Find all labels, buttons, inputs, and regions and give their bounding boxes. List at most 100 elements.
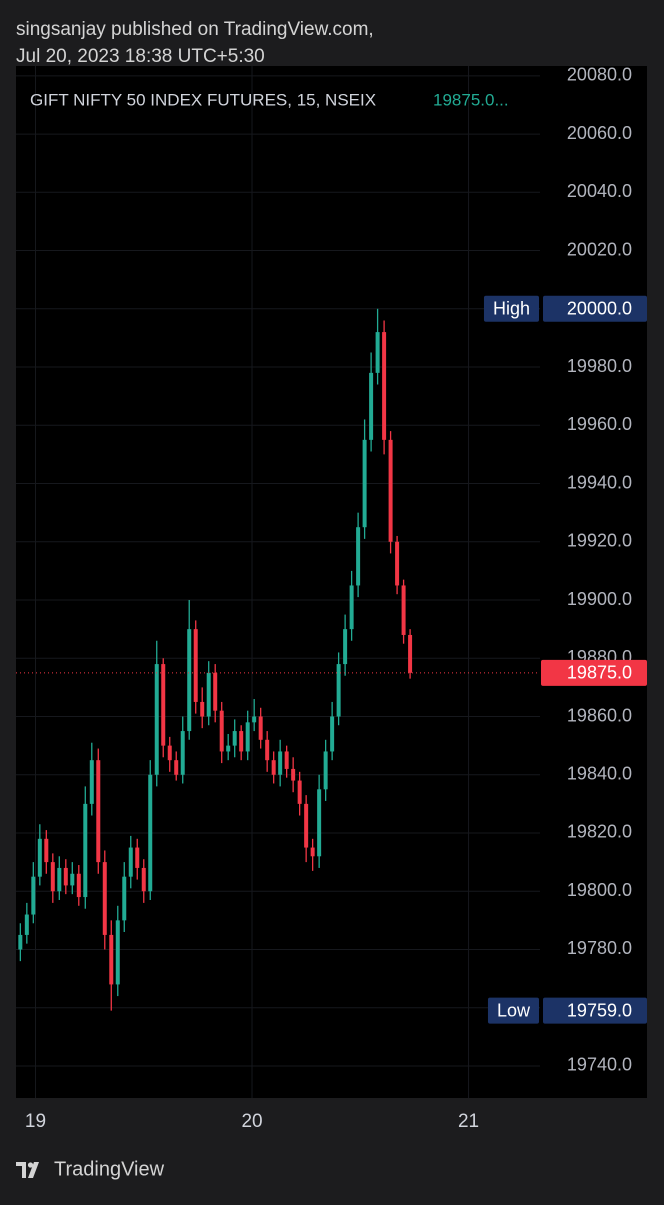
candle-body [271,760,276,775]
candle-body [245,722,250,752]
brand: TradingView [54,1158,165,1180]
candle-body [349,585,354,630]
candle-body [239,731,244,752]
candle-body [141,867,146,892]
candle-body [330,716,335,752]
candle-body [174,760,179,775]
candle-body [291,768,296,781]
candle-body [343,629,348,665]
candle-body [310,847,315,857]
y-tick-label: 19940.0 [567,472,632,492]
y-tick-label: 19920.0 [567,531,632,551]
candle-body [37,838,42,877]
candle-body [63,867,68,886]
marker-value: 20000.0 [567,299,632,319]
candle-body [148,774,153,892]
marker-badge [543,295,647,322]
y-tick-label: 20040.0 [567,181,632,201]
candle-body [122,876,127,921]
candle-body [395,541,400,586]
candle-body [362,439,367,528]
candle-body [193,629,198,702]
y-tick-label: 19860.0 [567,705,632,725]
candle-body [50,862,55,892]
candle-body [278,751,283,775]
candle-body [356,527,361,586]
candle-body [167,745,172,761]
candle-body [258,716,263,740]
candle-body [369,372,374,440]
candle-body [102,862,107,935]
candle-body [297,780,302,804]
grid [16,66,540,1098]
y-tick-label: 19780.0 [567,938,632,958]
candle-body [213,672,218,711]
candle-body [187,629,192,732]
candle-body [135,847,140,868]
x-tick-label: 19 [25,1111,46,1132]
candle-body [76,873,81,898]
candle-body [115,920,120,985]
last-price-label: 19875.0 [567,663,632,683]
y-tick-label: 20060.0 [567,123,632,143]
candle-body [304,803,309,848]
candle-body [89,760,94,804]
candle-body [24,914,29,935]
marker-value: 19759.0 [567,1000,632,1020]
y-tick-label: 19820.0 [567,822,632,842]
candle-body [70,873,75,886]
candle-body [109,934,114,985]
candle-body [323,751,328,790]
candle-body [128,847,133,877]
logo [16,1162,39,1178]
candle-body [252,716,257,723]
publish-date: Jul 20, 2023 18:38 UTC+5:30 [16,46,265,67]
time-axis [16,1098,647,1140]
candle-body [382,332,387,440]
marker-badge [543,997,647,1024]
candle-body [284,751,289,769]
candle-body [154,664,159,775]
candle-body [57,867,62,892]
publish-info: singsanjay published on TradingView.com, [16,19,374,40]
candle-body [200,701,205,717]
candle-body [219,710,224,752]
candles [18,308,413,1011]
candle-body [161,664,166,746]
x-tick-label: 21 [458,1111,479,1132]
candle-body [31,876,36,915]
x-tick-label: 20 [241,1111,262,1132]
candle-body [18,934,23,950]
marker-name: High [493,299,530,319]
candle-body [408,634,413,673]
candle-body [44,838,49,863]
candle-body [317,789,322,857]
marker-name: Low [497,1000,531,1020]
candle-body [336,664,341,717]
candle-body [226,745,231,752]
candle-body [401,585,406,635]
marker-name-badge [487,997,539,1024]
y-tick-label: 19840.0 [567,763,632,783]
y-tick-label: 19740.0 [567,1055,632,1075]
marker-name-badge [483,295,539,322]
y-tick-label: 19980.0 [567,356,632,376]
candle-body [375,332,380,373]
y-tick-label: 20080.0 [567,65,632,85]
overlays: 19740.019760.019780.019800.019820.019840… [16,65,647,1132]
candle-body [232,731,237,746]
candle-body [265,739,270,761]
candle-body [206,672,211,717]
y-tick-label: 20020.0 [567,239,632,259]
chart-panel [16,66,647,1140]
candle-body [180,731,185,775]
legend-value: 19875.0... [433,90,509,109]
y-tick-label: 19900.0 [567,589,632,609]
chart-title: GIFT NIFTY 50 INDEX FUTURES, 15, NSEIX [30,90,376,109]
y-tick-label: 19800.0 [567,880,632,900]
candle-body [388,439,393,542]
candle-body [96,760,101,863]
last-price-badge [541,659,647,686]
